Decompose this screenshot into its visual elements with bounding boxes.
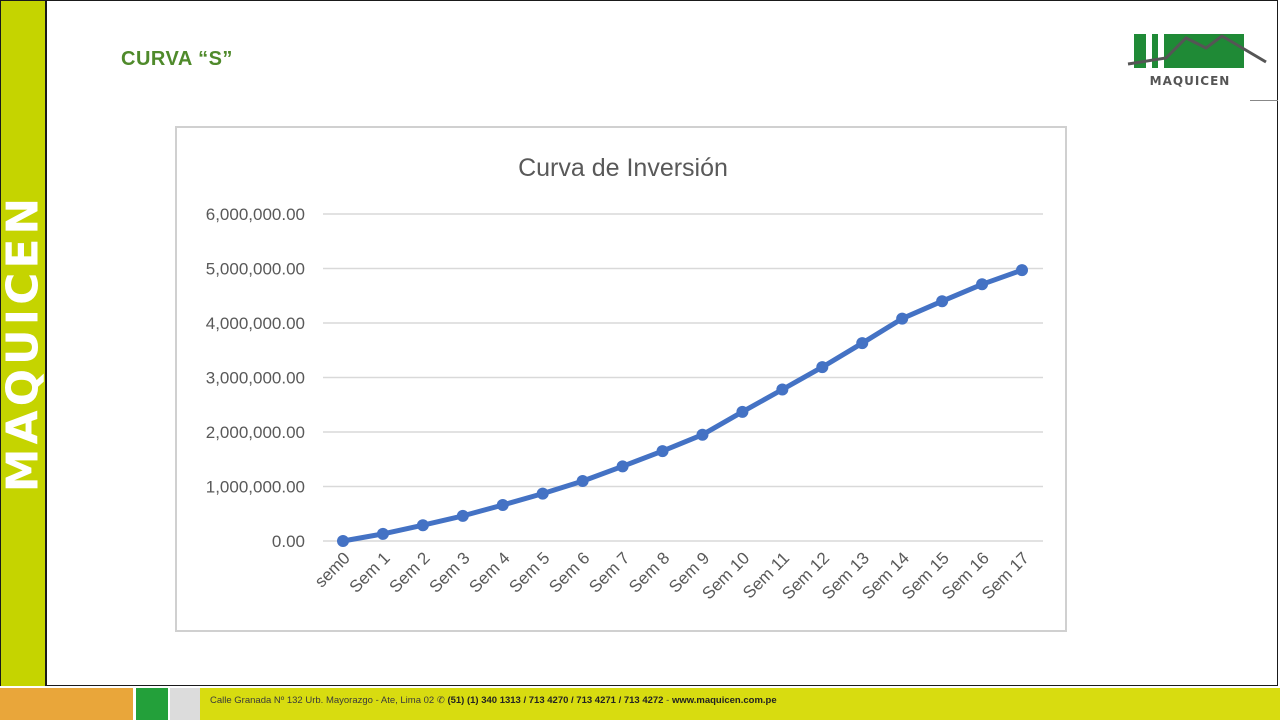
slide-title: CURVA “S” xyxy=(121,48,233,70)
x-tick-label: Sem 7 xyxy=(585,548,633,596)
data-point xyxy=(1016,264,1028,277)
data-point xyxy=(976,278,989,291)
x-tick-label: Sem 4 xyxy=(465,548,513,596)
chart-panel: Curva de Inversión 0.00 1,000,000.00 2,000… xyxy=(175,126,1067,632)
y-tick-label: 5,000,000.00 xyxy=(206,260,305,279)
chart-title: Curva de Inversión xyxy=(518,154,728,182)
footer: Calle Granada Nº 132 Urb. Mayorazgo - At… xyxy=(0,686,1280,720)
y-tick-label: 3,000,000.00 xyxy=(206,369,305,388)
y-tick-label: 6,000,000.00 xyxy=(206,205,305,224)
y-tick-label: 4,000,000.00 xyxy=(206,314,305,333)
data-point xyxy=(656,445,669,458)
x-tick-label: Sem 5 xyxy=(505,548,553,596)
y-axis-ticks: 0.00 1,000,000.00 2,000,000.00 3,000,000.00… xyxy=(206,205,305,551)
footer-green-strip xyxy=(136,688,168,720)
side-brand-text: MAQUICEN xyxy=(0,193,49,493)
logo-mountain-icon xyxy=(1127,34,1267,66)
logo-stripe xyxy=(1158,34,1164,68)
series-investment xyxy=(337,264,1028,547)
footer-contact-text: Calle Granada Nº 132 Urb. Mayorazgo - At… xyxy=(210,695,1270,706)
y-tick-label: 1,000,000.00 xyxy=(206,478,305,497)
x-tick-label: Sem 3 xyxy=(425,548,473,596)
data-point xyxy=(456,509,469,522)
x-tick-label: Sem 8 xyxy=(625,548,673,596)
y-tick-label: 2,000,000.00 xyxy=(206,423,305,442)
data-point xyxy=(616,460,629,473)
series-line xyxy=(342,267,1023,544)
footer-website[interactable]: www.maquicen.com.pe xyxy=(671,695,777,706)
data-point xyxy=(816,361,829,374)
data-point xyxy=(337,535,349,547)
data-point xyxy=(696,428,709,441)
maquicen-logo xyxy=(1127,34,1267,68)
logo-caption: MAQUICEN xyxy=(1149,74,1231,88)
data-point xyxy=(416,519,429,532)
data-point xyxy=(736,405,749,418)
y-tick-label: 0.00 xyxy=(272,532,305,551)
data-point xyxy=(536,487,549,500)
footer-contact-bar xyxy=(200,688,1280,720)
footer-separator: - xyxy=(663,695,672,706)
data-point xyxy=(856,337,869,350)
footer-address: Calle Granada Nº 132 Urb. Mayorazgo - At… xyxy=(210,695,445,706)
logo-divider xyxy=(1250,100,1278,101)
x-tick-label: Sem 2 xyxy=(386,548,434,596)
x-tick-label: Sem 1 xyxy=(346,548,394,596)
data-point xyxy=(496,499,509,512)
investment-curve-chart: Curva de Inversión 0.00 1,000,000.00 2,000… xyxy=(206,154,1043,603)
footer-grey-strip xyxy=(170,688,200,720)
x-tick-label: Sem 6 xyxy=(545,548,593,596)
side-brand-band: MAQUICEN xyxy=(0,1,49,686)
logo-stripe xyxy=(1146,34,1152,68)
chart-gridlines xyxy=(323,213,1043,542)
data-point xyxy=(896,312,909,325)
slide-frame xyxy=(0,0,1278,686)
data-point xyxy=(376,527,389,540)
data-point xyxy=(936,295,949,308)
data-point xyxy=(776,383,789,396)
footer-phones: (51) (1) 340 1313 / 713 4270 / 713 4271 … xyxy=(447,695,664,706)
data-point xyxy=(576,475,589,488)
footer-orange-strip xyxy=(0,688,133,720)
